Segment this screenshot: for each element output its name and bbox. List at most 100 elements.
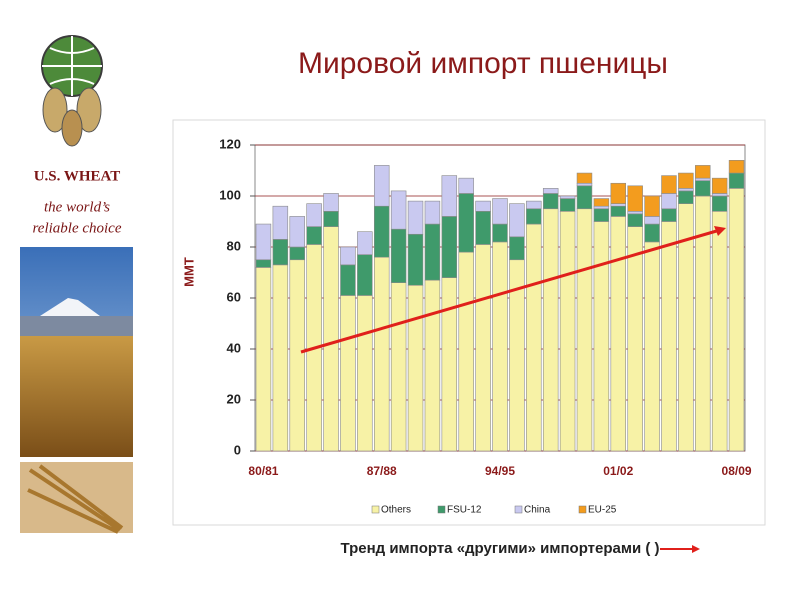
- bar-segment: [509, 203, 525, 238]
- bar-segment: [424, 200, 441, 225]
- logo: [41, 35, 103, 147]
- bar-segment: [526, 208, 542, 225]
- bar-segment: [644, 223, 660, 243]
- bar-segment: [644, 216, 660, 225]
- bar-segment: [390, 282, 407, 452]
- y-tick-label: 40: [227, 340, 241, 355]
- y-tick-label: 20: [227, 391, 241, 406]
- y-axis-label: MMT: [181, 257, 196, 287]
- bar-segment: [475, 200, 491, 212]
- legend-label: EU-25: [588, 505, 617, 516]
- bar-segment: [610, 205, 627, 217]
- bar-segment: [340, 295, 356, 452]
- bar-segment: [526, 200, 542, 210]
- bar-segment: [711, 195, 728, 212]
- bar-segment: [559, 211, 576, 452]
- bar-segment: [576, 185, 593, 210]
- y-tick-label: 120: [219, 136, 241, 151]
- bar-segment: [627, 226, 643, 452]
- bar-segment: [390, 228, 407, 283]
- bar-segment: [627, 211, 643, 215]
- bar-segment: [593, 205, 610, 210]
- bar-segment: [661, 193, 677, 210]
- bar-segment: [306, 226, 322, 245]
- trend-arrow-head: [714, 226, 726, 236]
- caption: Тренд импорта «другими» импортерами ( ): [340, 540, 659, 557]
- bar-segment: [678, 190, 694, 204]
- bar-segment: [373, 165, 390, 207]
- bar-segment: [407, 200, 424, 235]
- landscape-photo: [20, 247, 133, 457]
- bar-segment: [711, 211, 728, 452]
- bar-segment: [407, 284, 424, 452]
- bar-segment: [542, 208, 559, 452]
- bar-segment: [695, 180, 711, 197]
- bar-segment: [458, 251, 474, 452]
- tagline: the world’s: [44, 199, 110, 215]
- bar-segment: [661, 221, 677, 452]
- bar-segment: [289, 259, 305, 452]
- y-tick-label: 60: [227, 289, 241, 304]
- bar-segment: [475, 244, 491, 452]
- wheat-photo: [20, 462, 133, 534]
- trend-arrow: [300, 228, 721, 354]
- x-tick-label: 80/81: [248, 464, 278, 478]
- y-tick-label: 80: [227, 238, 241, 253]
- bar-segment: [492, 198, 508, 225]
- bar-segment: [711, 193, 728, 197]
- bar-segment: [323, 211, 339, 227]
- bar-segment: [255, 267, 272, 452]
- bar-segment: [424, 223, 441, 281]
- y-tick-label: 100: [219, 187, 241, 202]
- bar-segment: [340, 264, 356, 296]
- bar-segment: [644, 241, 660, 452]
- brand: U.S. WHEAT: [34, 168, 121, 184]
- legend-label: FSU-12: [447, 505, 482, 516]
- bar-segment: [644, 195, 660, 217]
- x-tick-label: 01/02: [603, 464, 633, 478]
- chart-title: Мировой импорт пшеницы: [298, 47, 668, 80]
- bar-segment: [323, 193, 339, 212]
- legend-label: China: [524, 505, 551, 516]
- bar-segment: [678, 188, 694, 192]
- bar-segment: [272, 205, 289, 240]
- bar-segment: [289, 216, 305, 248]
- legend-swatch: [437, 505, 446, 514]
- bar-segment: [441, 175, 458, 217]
- bar-segment: [695, 165, 711, 179]
- bar-segment: [441, 277, 458, 452]
- bar-segment: [306, 203, 322, 227]
- bar-segment: [559, 195, 576, 199]
- bar-segment: [627, 213, 643, 227]
- bar-segment: [458, 193, 474, 253]
- caption-arrow-head: [692, 545, 700, 553]
- x-tick-label: 08/09: [722, 464, 752, 478]
- bar-segment: [610, 216, 627, 452]
- bar-segment: [728, 172, 745, 189]
- plot: 0 20 40 60 80 100 120 80/81 87/88 94/95 01/02 08/09…: [219, 136, 752, 515]
- bar-segment: [526, 223, 542, 452]
- bar-segment: [255, 223, 272, 261]
- bar-segment: [627, 185, 643, 212]
- bar-segment: [593, 221, 610, 452]
- x-tick-label: 94/95: [485, 464, 515, 478]
- legend-swatch: [514, 505, 523, 514]
- bar-segment: [373, 256, 390, 452]
- bar-segment: [272, 239, 289, 266]
- bar-segment: [441, 216, 458, 278]
- bar-segment: [458, 177, 474, 194]
- bar-segment: [593, 208, 610, 222]
- bar-segment: [576, 182, 593, 187]
- bar-segment: [323, 226, 339, 452]
- bar-segment: [576, 172, 593, 184]
- bar-segment: [289, 246, 305, 261]
- bar-segment: [272, 264, 289, 452]
- bar-segment: [593, 198, 610, 207]
- bar-segment: [373, 205, 390, 258]
- bar-segment: [492, 241, 508, 452]
- bar-segment: [357, 254, 373, 296]
- bar-segment: [407, 233, 424, 286]
- bar-segment: [509, 236, 525, 261]
- bar-segment: [711, 177, 728, 194]
